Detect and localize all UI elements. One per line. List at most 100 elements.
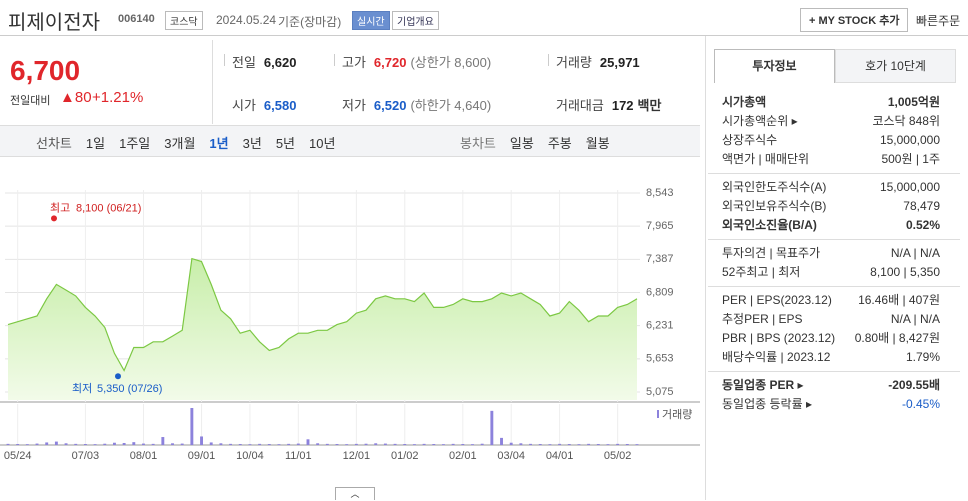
volume-bar (103, 443, 107, 445)
volume-bar (35, 443, 39, 445)
volume-bar (277, 444, 281, 445)
volume-bar (538, 444, 542, 445)
volume-bar (83, 444, 87, 445)
min-label: 최저 (72, 382, 92, 395)
y-tick-label: 6,231 (646, 320, 674, 332)
volume-bar (306, 439, 310, 445)
info-label: 동일업종 등락률 ▸ (722, 397, 812, 411)
volume-bar (54, 441, 58, 445)
max-label: 최고 (50, 201, 70, 214)
volume-bar (25, 444, 29, 445)
x-tick-label: 03/04 (497, 450, 525, 462)
volume-bar (142, 443, 145, 445)
stat-value: 25,971 (599, 55, 640, 70)
info-label: 동일업종 PER ▸ (722, 378, 804, 392)
volume-bar (45, 442, 49, 445)
period-tab[interactable]: 10년 (309, 136, 336, 151)
legend-label: 거래량 (662, 408, 692, 421)
info-label: 액면가 | 매매단위 (722, 152, 810, 166)
volume-bar (16, 444, 20, 445)
price: 6,700 (10, 55, 81, 86)
info-value: -209.55배 (888, 378, 940, 392)
info-row: 외국인한도주식수(A) 15,000,000 (708, 178, 960, 197)
volume-bar (606, 444, 610, 445)
info-value: 16.46배 | 407원 (858, 293, 940, 307)
volume-bar (480, 443, 484, 445)
candle-tab[interactable]: 일봉 (509, 136, 534, 151)
info-value: 0.52% (905, 218, 940, 232)
volume-bar (490, 410, 494, 445)
volume-bar (64, 443, 68, 445)
quick-order[interactable]: 빠른주문 (916, 14, 961, 28)
volume-bar (548, 444, 552, 445)
volume-bar (567, 444, 571, 445)
volume-bar (287, 443, 291, 445)
volume-bar (335, 444, 339, 445)
volume-bar (316, 443, 320, 445)
max-value: 8,100 (06/21) (76, 202, 141, 214)
info-label: PBR | BPS (2023.12) (722, 331, 836, 345)
period-tab[interactable]: 1주일 (119, 136, 151, 151)
info-label: 52주최고 | 최저 (722, 265, 801, 279)
candle-tab[interactable]: 월봉 (585, 136, 610, 151)
volume-bar (432, 444, 436, 445)
x-tick-label: 08/01 (130, 450, 158, 462)
info-group: 시가총액 1,005억원 시가총액순위 ▸ 코스닥 848위 상장주식수 15,000,0… (708, 89, 960, 174)
stat-label: 거래대금 (556, 98, 604, 113)
volume-bar (596, 444, 600, 445)
candle-tab[interactable]: 주봉 (547, 136, 572, 151)
max-marker (51, 215, 57, 222)
stat-unit: 백만 (637, 98, 662, 113)
info-group: 동일업종 PER ▸ -209.55배 동일업종 등락률 ▸ -0.45% (708, 372, 960, 418)
volume-bar (267, 444, 271, 445)
info-value: 78,479 (903, 199, 940, 213)
stat: 전일 6,620 (232, 52, 296, 71)
stock-name: 피제이전자 (8, 12, 100, 34)
volume-bar (180, 443, 184, 445)
volume-bar (122, 443, 126, 445)
info-label: 시가총액 (722, 95, 767, 109)
volume-bar (635, 444, 639, 445)
divider (334, 54, 335, 66)
info-label: 외국인소진율(B/A) (722, 218, 817, 232)
legend-swatch (657, 410, 659, 418)
candle-tabs: 봉차트 일봉 주봉 월봉 (460, 133, 624, 152)
mystock-button[interactable]: + MY STOCK 추가 (800, 8, 909, 32)
volume-bar (354, 443, 358, 445)
volume-bar (258, 443, 262, 445)
change-label: 전일대비 (10, 95, 51, 107)
volume-bar (200, 436, 203, 445)
stock-code: 006140 (118, 13, 155, 25)
price-area (8, 258, 637, 400)
volume-bar (625, 444, 629, 445)
volume-bar (238, 444, 242, 445)
period-tab[interactable]: 1일 (85, 136, 106, 151)
info-row: 투자의견 | 목표주가 N/A | N/A (708, 244, 960, 263)
volume-bar (364, 443, 368, 445)
collapse-button[interactable]: ︿ (335, 487, 375, 500)
info-value: 1,005억원 (887, 95, 940, 109)
info-value: N/A | N/A (890, 312, 940, 326)
stat-value: 6,520 (373, 98, 407, 113)
price-line (7, 257, 638, 372)
realtime-button[interactable]: 실시간 (352, 11, 390, 30)
period-tab[interactable]: 3개월 (164, 136, 196, 151)
volume-bar (558, 443, 562, 445)
side-tab[interactable]: 투자정보 (714, 49, 835, 83)
info-label: PER | EPS(2023.12) (722, 293, 832, 307)
info-value: 0.80배 | 8,427원 (854, 331, 940, 345)
period-tab[interactable]: 5년 (275, 136, 296, 151)
change: ▲80 (60, 89, 92, 106)
side-tab[interactable]: 호가 10단계 (835, 49, 956, 83)
overview-button[interactable]: 기업개요 (392, 11, 439, 30)
volume-bar (587, 443, 591, 445)
volume-bar (519, 443, 523, 445)
period-tab[interactable]: 3년 (242, 136, 262, 151)
info-row: 배당수익률 | 2023.12 1.79% (708, 348, 960, 367)
volume-bar (500, 437, 503, 445)
y-tick-label: 5,653 (646, 353, 674, 365)
volume-bar (74, 443, 78, 445)
volume-bar (112, 442, 116, 445)
period-tab[interactable]: 1년 (209, 136, 229, 151)
